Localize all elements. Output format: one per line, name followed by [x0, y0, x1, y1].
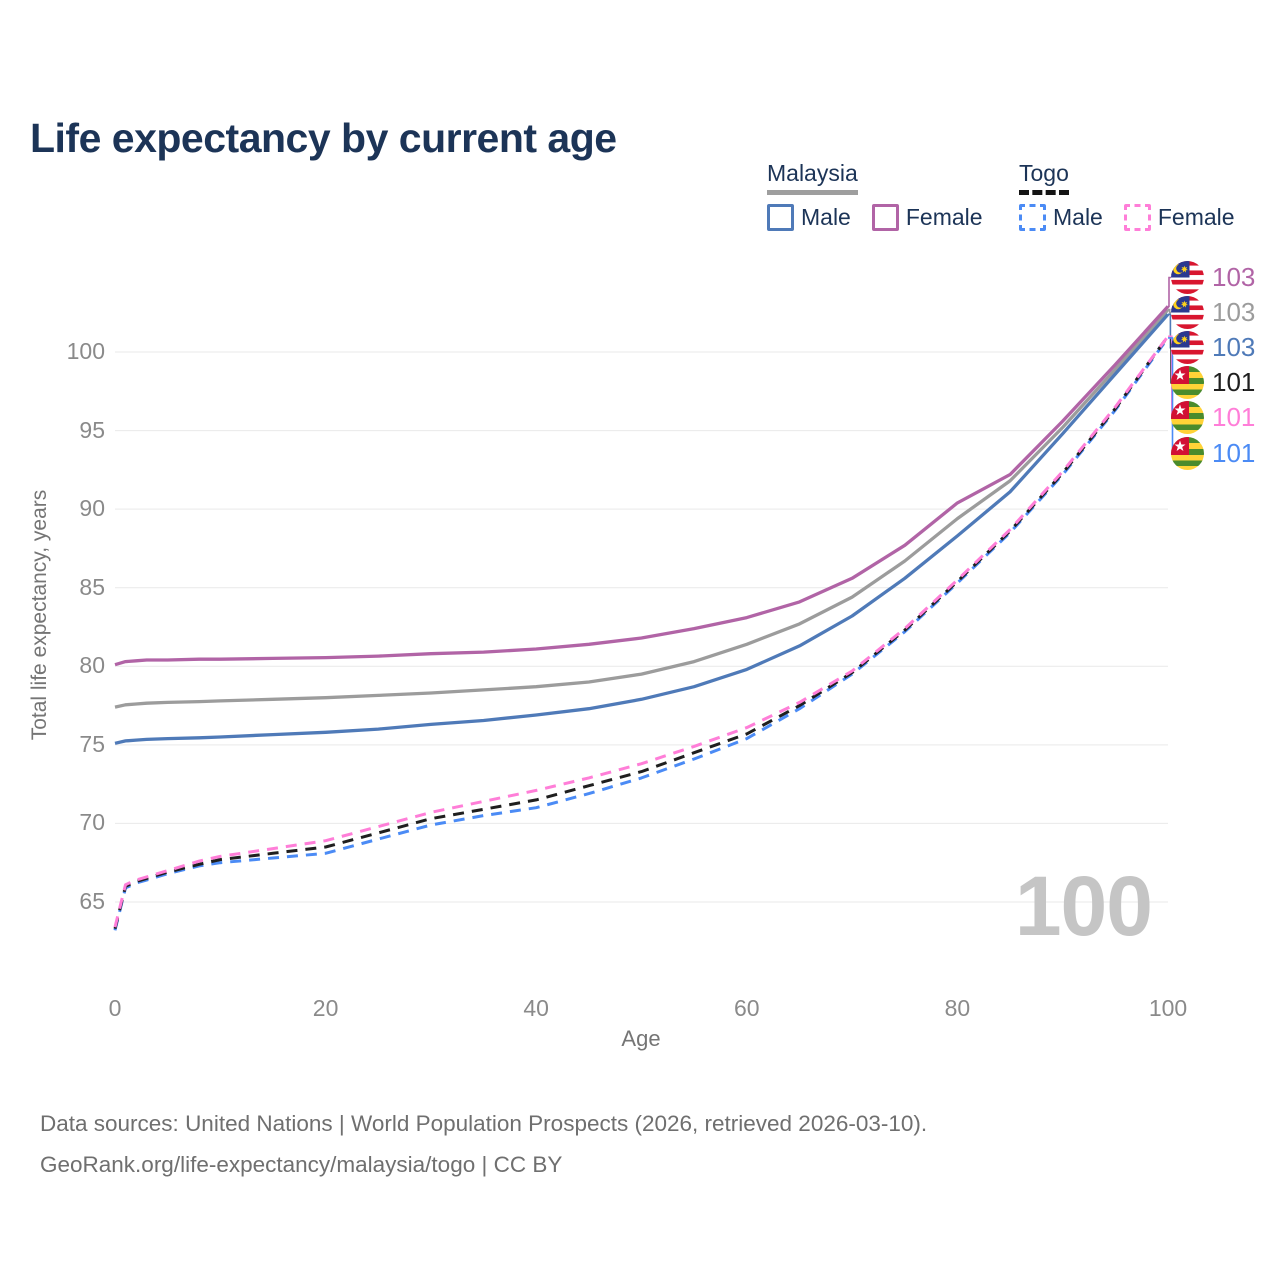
end-label-value: 101	[1212, 402, 1256, 433]
legend-row-malaysia: Male Female	[767, 204, 983, 231]
series-line-malaysia-male	[114, 313, 1170, 745]
end-label-value: 103	[1212, 332, 1256, 363]
togo-female-swatch-icon	[1123, 204, 1151, 231]
y-tick-label: 100	[66, 338, 105, 364]
legend-item-label: Male	[1053, 204, 1103, 230]
end-label-row: 103	[1171, 296, 1255, 330]
malaysia-flag-icon	[1171, 331, 1204, 365]
togo-flag-icon	[1171, 366, 1204, 400]
series-line-malaysia-both-sexes	[114, 308, 1170, 709]
age-counter-watermark: 100	[1014, 859, 1153, 953]
footer: Data sources: United Nations | World Pop…	[40, 1103, 927, 1185]
end-label-value: 103	[1212, 262, 1256, 292]
y-tick-label: 70	[79, 809, 105, 836]
legend-group-togo: Togo Male Female	[1019, 160, 1235, 231]
series-line-togo-both-sexes	[113, 335, 1170, 930]
end-label-row: 101	[1171, 366, 1255, 400]
x-tick-label: 80	[944, 995, 971, 1021]
malaysia-female-swatch-icon	[871, 204, 899, 231]
togo-flag-icon	[1171, 436, 1204, 470]
legend-item-malaysia-male[interactable]: Male	[767, 204, 851, 231]
legend-group-malaysia: Malaysia Male Female	[767, 160, 983, 231]
legend-item-togo-male[interactable]: Male	[1019, 204, 1103, 231]
end-label-value: 103	[1212, 297, 1256, 328]
end-label-value: 101	[1212, 367, 1256, 398]
page-title: Life expectancy by current age	[30, 115, 617, 162]
x-tick-label: 20	[312, 995, 339, 1021]
end-label-row: 101	[1171, 436, 1255, 470]
togo-flag-icon	[1171, 401, 1204, 435]
malaysia-male-swatch-icon	[767, 204, 794, 231]
y-tick-label: 85	[79, 573, 105, 600]
y-tick-label: 65	[79, 888, 105, 914]
y-tick-label: 80	[79, 652, 105, 679]
series-line-togo-male	[113, 337, 1170, 931]
togo-male-swatch-icon	[1019, 204, 1046, 231]
footer-attribution: GeoRank.org/life-expectancy/malaysia/tog…	[40, 1152, 563, 1177]
legend-item-malaysia-female[interactable]: Female	[871, 204, 983, 231]
legend-item-togo-female[interactable]: Female	[1123, 204, 1235, 231]
x-tick-label: 60	[734, 995, 760, 1021]
end-label-row: 103	[1171, 331, 1255, 365]
end-label-value: 101	[1212, 437, 1256, 468]
series-line-malaysia-female	[114, 305, 1170, 667]
legend-title-malaysia: Malaysia	[767, 160, 858, 195]
x-tick-label: 40	[523, 995, 549, 1021]
footer-data-sources: Data sources: United Nations | World Pop…	[40, 1111, 928, 1136]
y-tick-label: 95	[79, 416, 105, 443]
legend-item-label: Female	[1157, 204, 1235, 230]
legend-row-togo: Male Female	[1019, 204, 1235, 231]
malaysia-flag-icon	[1171, 261, 1204, 294]
y-tick-label: 75	[79, 730, 105, 757]
legend-item-label: Male	[801, 204, 851, 230]
malaysia-flag-icon	[1171, 296, 1204, 330]
y-tick-label: 90	[79, 495, 105, 522]
end-label-row: 101	[1171, 401, 1255, 435]
x-axis-title: Age	[621, 1026, 661, 1051]
legend-item-label: Female	[905, 204, 983, 230]
legend-title-togo: Togo	[1019, 160, 1069, 195]
x-tick-label: 100	[1148, 995, 1188, 1021]
end-label-row: 103	[1171, 261, 1255, 295]
x-tick-label: 0	[108, 995, 122, 1021]
series-line-togo-female	[113, 335, 1170, 928]
